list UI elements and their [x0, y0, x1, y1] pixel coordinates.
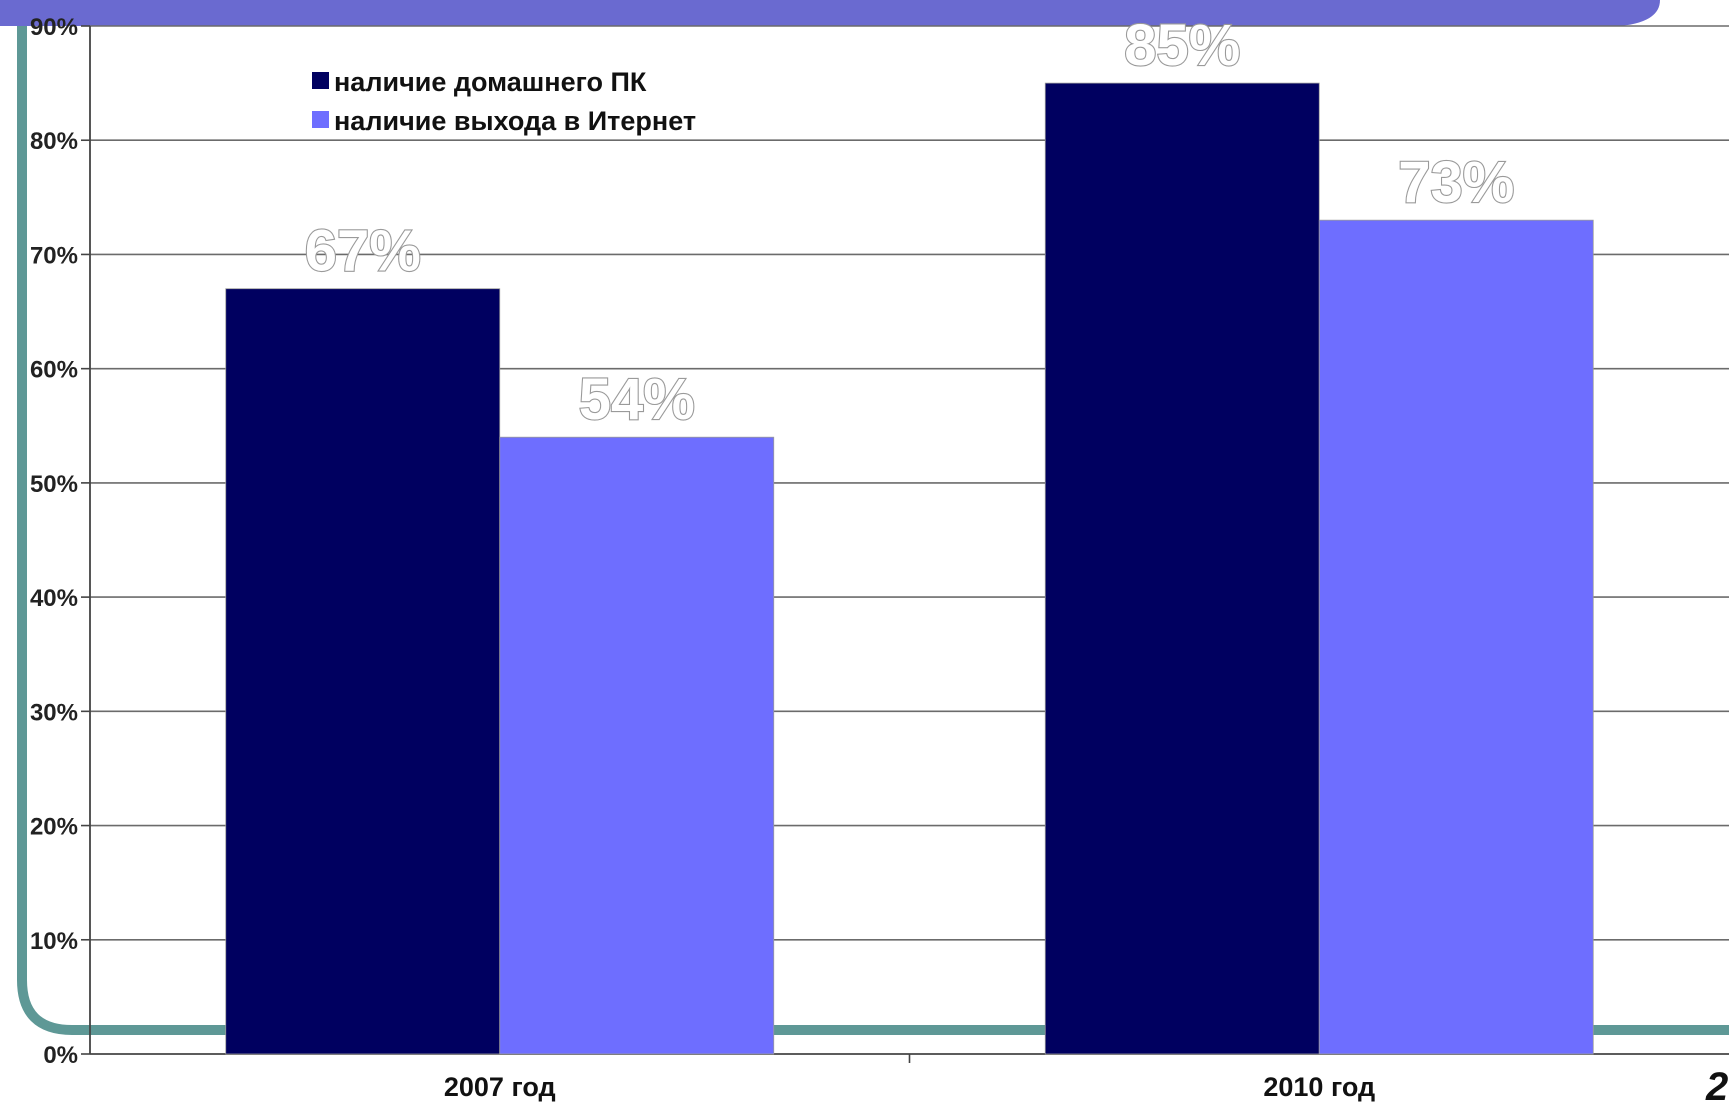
legend-label-internet: наличие выхода в Итернет — [334, 106, 696, 136]
x-category-label: 2007 год — [444, 1072, 556, 1102]
legend-label-pc: наличие домашнего ПК — [334, 67, 647, 97]
legend-swatch-pc — [312, 72, 329, 89]
bar — [499, 436, 775, 1055]
bar-value-label: 67% — [305, 219, 421, 284]
y-tick-label: 30% — [30, 699, 78, 726]
x-category-label: 2010 год — [1263, 1072, 1375, 1102]
bar-value-label: 73% — [1398, 150, 1514, 215]
slide-frame — [17, 0, 1729, 1035]
data-labels: 67% 54% 85% 73% — [304, 12, 1516, 433]
page-number: 2 — [1705, 1065, 1728, 1104]
bar-value-label: 54% — [579, 367, 695, 432]
bars — [225, 82, 1594, 1055]
bar-value-label: 85% — [1124, 13, 1240, 78]
bar — [1044, 82, 1320, 1055]
y-tick-label: 70% — [30, 242, 78, 269]
legend: наличие домашнего ПК наличие выхода в Ит… — [312, 67, 696, 136]
slide-banner — [0, 0, 1660, 26]
bar — [225, 288, 501, 1055]
y-tick-label: 10% — [30, 928, 78, 955]
axes: 0% 10% 20% 30% 40% 50% 60% 70% 80% 90% 2007 год 201… — [30, 14, 1729, 1102]
y-tick-label: 50% — [30, 471, 78, 498]
y-tick-label: 60% — [30, 357, 78, 384]
y-tick-label: 80% — [30, 128, 78, 155]
y-tick-label: 0% — [43, 1042, 78, 1069]
y-tick-label: 40% — [30, 585, 78, 612]
legend-swatch-internet — [312, 111, 329, 128]
y-tick-label: 90% — [30, 14, 78, 41]
bar — [1318, 219, 1594, 1055]
y-tick-label: 20% — [30, 814, 78, 841]
